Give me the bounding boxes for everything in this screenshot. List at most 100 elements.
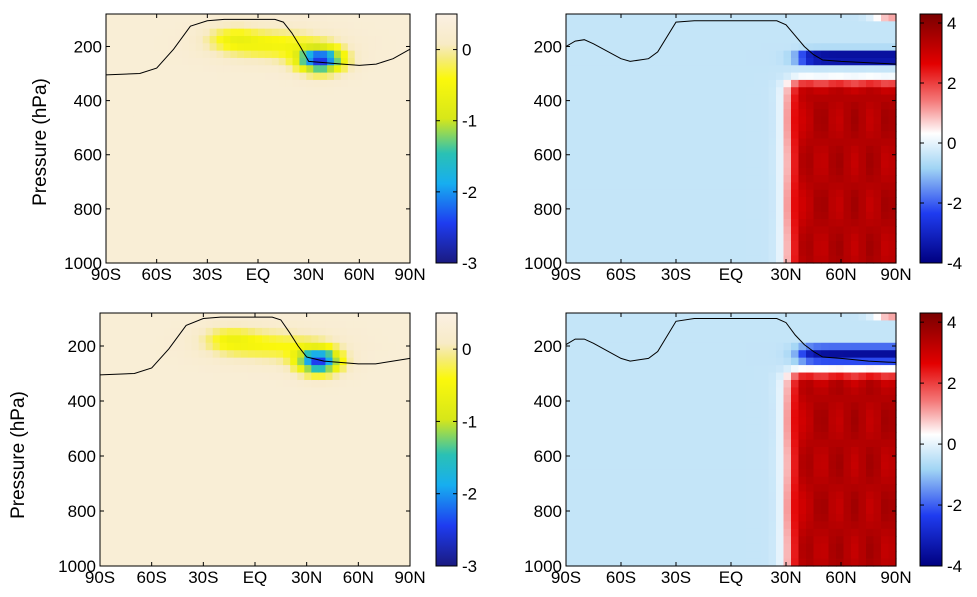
heatmap-cell [761, 116, 770, 125]
heatmap-cell [873, 72, 882, 81]
heatmap-cell [354, 65, 363, 74]
heatmap-cell [202, 226, 211, 235]
heatmap-cell [140, 72, 149, 81]
heatmap-cell [573, 551, 582, 560]
colorbar-tick-label: -3 [462, 557, 477, 576]
heatmap-cell [216, 65, 225, 74]
heatmap-cell [299, 219, 307, 227]
heatmap-cell [813, 94, 822, 103]
heatmap-cell [573, 21, 582, 30]
heatmap-cell [738, 43, 747, 52]
x-tick-label: EQ [243, 568, 268, 587]
heatmap-cell [686, 189, 695, 198]
heatmap-cell [843, 189, 852, 198]
heatmap-cell [354, 204, 363, 213]
heatmap-cell [325, 454, 334, 463]
heatmap-cell [276, 379, 284, 389]
heatmap-cell [678, 145, 687, 154]
heatmap-cell [313, 109, 321, 118]
heatmap-cell [611, 513, 620, 522]
heatmap-cell [389, 65, 397, 74]
heatmap-cell [147, 116, 155, 125]
heatmap-cell [776, 131, 785, 140]
heatmap-cell [251, 241, 259, 249]
heatmap-cell [223, 219, 231, 227]
heatmap-cell [581, 461, 590, 470]
heatmap-cell [753, 241, 762, 249]
heatmap-cell [240, 357, 249, 366]
heatmap-cell [251, 14, 259, 22]
heatmap-cell [230, 131, 238, 140]
x-tick-label: 60S [137, 568, 167, 587]
heatmap-cell [403, 101, 411, 110]
heatmap-cell [633, 248, 642, 257]
heatmap-cell [686, 145, 695, 154]
heatmap-cell [686, 94, 695, 103]
heatmap-cell [346, 506, 355, 515]
heatmap-cell [618, 94, 627, 103]
heatmap-cell [381, 379, 390, 389]
heatmap-cell [388, 313, 397, 322]
heatmap-cell [237, 219, 245, 227]
heatmap-cell [320, 109, 328, 118]
heatmap-cell [611, 241, 620, 249]
heatmap-cell [161, 94, 169, 103]
heatmap-cell [828, 123, 837, 132]
heatmap-cell [806, 94, 815, 103]
heatmap-cell [223, 14, 231, 22]
heatmap-cell [402, 342, 411, 351]
heatmap-cell [219, 327, 228, 336]
heatmap-cell [191, 432, 200, 441]
heatmap-cell [573, 357, 582, 366]
heatmap-cell [626, 241, 635, 249]
heatmap-cell [596, 432, 605, 441]
heatmap-cell [686, 28, 695, 37]
heatmap-cell [297, 357, 305, 366]
heatmap-cell [791, 145, 800, 154]
heatmap-cell [264, 233, 273, 242]
heatmap-cell [163, 350, 172, 359]
heatmap-cell [106, 79, 114, 88]
heatmap-cell [633, 131, 642, 140]
heatmap-cell [170, 499, 179, 508]
heatmap-cell [836, 94, 845, 103]
heatmap-cell [828, 35, 837, 44]
heatmap-cell [216, 21, 225, 30]
x-tick-label: 60S [606, 265, 636, 284]
heatmap-cell [346, 365, 355, 374]
heatmap-cell [641, 21, 650, 30]
heatmap-cell [285, 189, 294, 198]
heatmap-cell [175, 211, 183, 220]
heatmap-cell [821, 50, 830, 59]
heatmap-cell [297, 432, 305, 441]
heatmap-cell [828, 21, 837, 30]
y-tick-label: 800 [68, 502, 96, 521]
heatmap-cell [170, 491, 179, 500]
heatmap-cell [588, 35, 597, 44]
heatmap-cell [161, 189, 169, 198]
heatmap-cell [271, 21, 280, 30]
heatmap-cell [255, 521, 263, 530]
heatmap-cell [198, 409, 207, 418]
heatmap-cell [768, 94, 777, 103]
heatmap-cell [327, 116, 335, 125]
heatmap-cell [641, 94, 650, 103]
heatmap-cell [306, 219, 314, 227]
heatmap-cell [198, 476, 207, 485]
heatmap-cell [170, 558, 179, 567]
heatmap-cell [686, 204, 695, 213]
heatmap-cell [566, 432, 575, 441]
heatmap-cell [881, 138, 890, 147]
heatmap-cell [154, 79, 162, 88]
heatmap-cell [290, 409, 298, 418]
heatmap-cell [142, 499, 150, 508]
heatmap-cell [175, 65, 183, 74]
heatmap-cell [581, 175, 590, 184]
heatmap-cell [403, 65, 411, 74]
heatmap-cell [678, 153, 687, 162]
heatmap-cell [212, 454, 221, 463]
heatmap-cell [596, 226, 605, 235]
heatmap-cell [114, 432, 122, 441]
heatmap-cell [340, 57, 349, 66]
heatmap-cell [648, 211, 657, 220]
